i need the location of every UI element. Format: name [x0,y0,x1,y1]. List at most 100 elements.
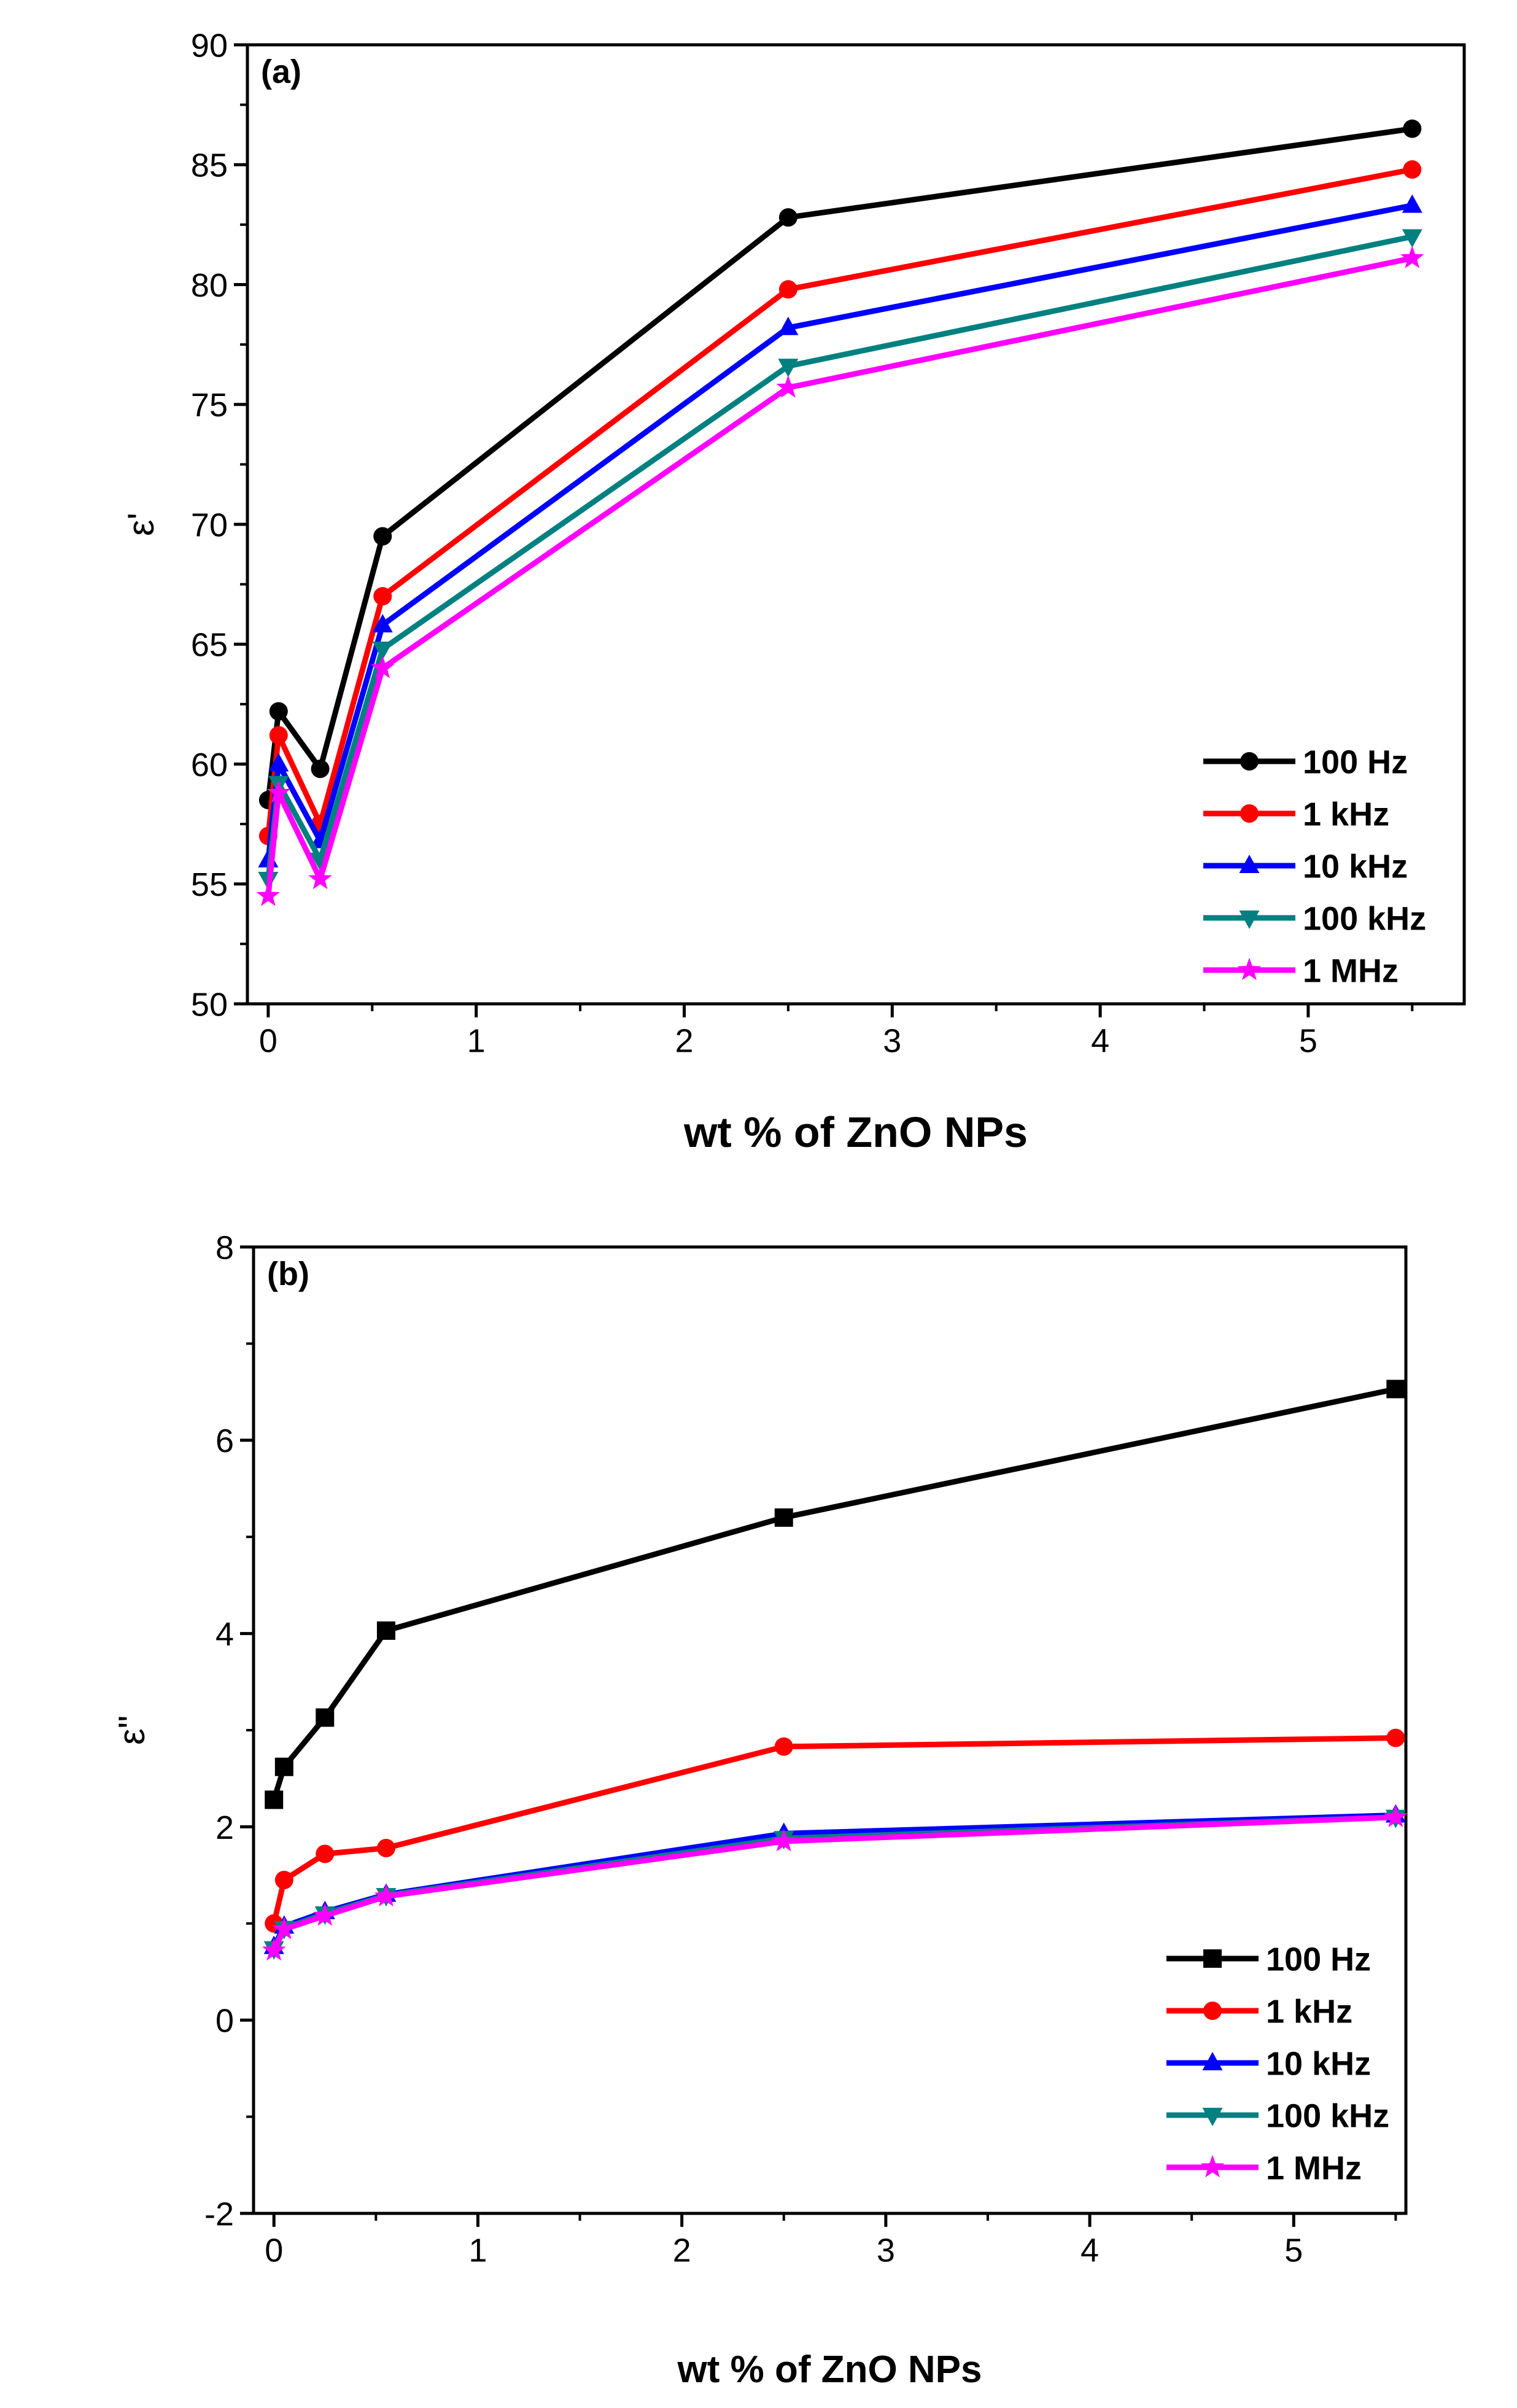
legend-label: 1 MHz [1303,952,1399,989]
data-point [1386,1728,1405,1747]
y-tick-label: -2 [204,2196,234,2232]
legend-marker [1237,957,1262,981]
data-point [266,780,291,803]
legend-entry: 100 kHz [1166,2097,1389,2134]
series-100-hz [265,1380,1405,1809]
y-axis-label: ε" [111,1715,152,1745]
legend-marker [1202,2052,1223,2070]
legend-label: 1 kHz [1266,1993,1352,2030]
legend: 100 Hz 1 kHz 10 kHz 100 kHz 1 MHz [1166,1941,1389,2186]
legend: 100 Hz 1 kHz 10 kHz 100 kHz 1 MHz [1203,744,1426,989]
legend-marker [1240,804,1259,823]
data-point [778,208,797,227]
x-tick-label: 5 [1284,2232,1303,2269]
data-point [1402,194,1422,213]
y-tick-label: 6 [215,1423,234,1459]
legend-label: 100 Hz [1303,744,1408,780]
data-point [256,884,281,906]
x-tick-label: 4 [1091,1023,1109,1060]
y-tick-label: 55 [191,866,228,903]
legend-entry: 100 kHz [1203,900,1426,937]
series-100-hz [258,119,1422,810]
x-tick-label: 5 [1299,1023,1317,1060]
legend-marker [1240,752,1259,771]
x-axis-label: wt % of ZnO NPs [677,2348,982,2391]
series-1-khz [258,160,1422,845]
series-line [265,233,1413,880]
data-point [1403,160,1422,179]
data-point [316,1708,335,1727]
legend-label: 100 kHz [1266,2097,1389,2134]
y-tick-label: 65 [191,627,228,664]
legend-entry: 10 kHz [1166,2045,1371,2082]
data-point [1386,1380,1405,1399]
series-10-khz [263,1804,1406,1954]
x-tick-label: 1 [467,1023,486,1060]
data-point [772,1828,796,1852]
y-axis-label: ε' [120,513,161,536]
data-point [778,359,799,378]
series-1-mhz [256,246,1424,906]
data-point [265,1790,284,1809]
data-point [274,1757,293,1776]
legend-label: 10 kHz [1303,848,1408,885]
data-point [262,1938,286,1961]
legend-label: 1 MHz [1266,2150,1362,2186]
y-tick-label: 75 [191,387,228,424]
plot-frame [252,1245,1408,2215]
legend-label: 100 kHz [1303,900,1426,937]
data-point [1384,1804,1408,1827]
legend-entry: 1 kHz [1203,796,1389,833]
legend-marker [1200,2154,1225,2178]
data-point [1402,229,1422,248]
y-tick-label: 70 [191,507,228,543]
data-point [269,702,288,721]
series-line [265,126,1413,801]
data-point [316,1844,335,1863]
legend-entry: 10 kHz [1203,848,1408,885]
data-point [371,656,395,678]
data-point [274,1870,293,1889]
y-tick-label: 0 [215,2003,234,2040]
legend-marker [1202,2108,1223,2126]
y-tick-label: 90 [191,27,228,64]
data-point [372,642,393,661]
legend-marker [1239,855,1260,873]
series-1-mhz [262,1804,1408,1961]
legend-marker [1239,911,1260,929]
data-point [1400,246,1424,268]
x-axis-label: wt % of ZnO NPs [683,1108,1028,1156]
data-point [373,527,392,546]
data-point [778,316,799,335]
x-tick-label: 2 [675,1023,693,1060]
legend-entry: 1 MHz [1203,952,1399,989]
data-point [778,280,797,299]
panel-label: (b) [267,1256,309,1292]
y-tick-label: 2 [215,1809,234,1846]
y-tick-label: 4 [215,1616,234,1653]
x-tick-label: 3 [877,2232,895,2269]
data-point [376,1621,395,1640]
legend-entry: 1 MHz [1166,2150,1362,2186]
panel-label: (a) [261,53,301,90]
legend-entry: 100 Hz [1203,744,1408,780]
y-tick-label: 60 [191,747,228,783]
y-tick-label: 85 [191,147,228,184]
x-tick-label: 0 [259,1023,277,1060]
data-point [372,614,393,633]
x-tick-label: 1 [468,2232,487,2269]
data-point [373,587,392,606]
y-tick-label: 8 [215,1229,234,1266]
x-tick-label: 4 [1081,2232,1099,2269]
series-line [265,255,1413,896]
data-point [308,866,332,890]
data-point [774,1737,793,1756]
legend-entry: 1 kHz [1166,1993,1352,2030]
data-point [374,1884,398,1907]
data-point [1403,119,1422,138]
data-point [269,726,288,745]
